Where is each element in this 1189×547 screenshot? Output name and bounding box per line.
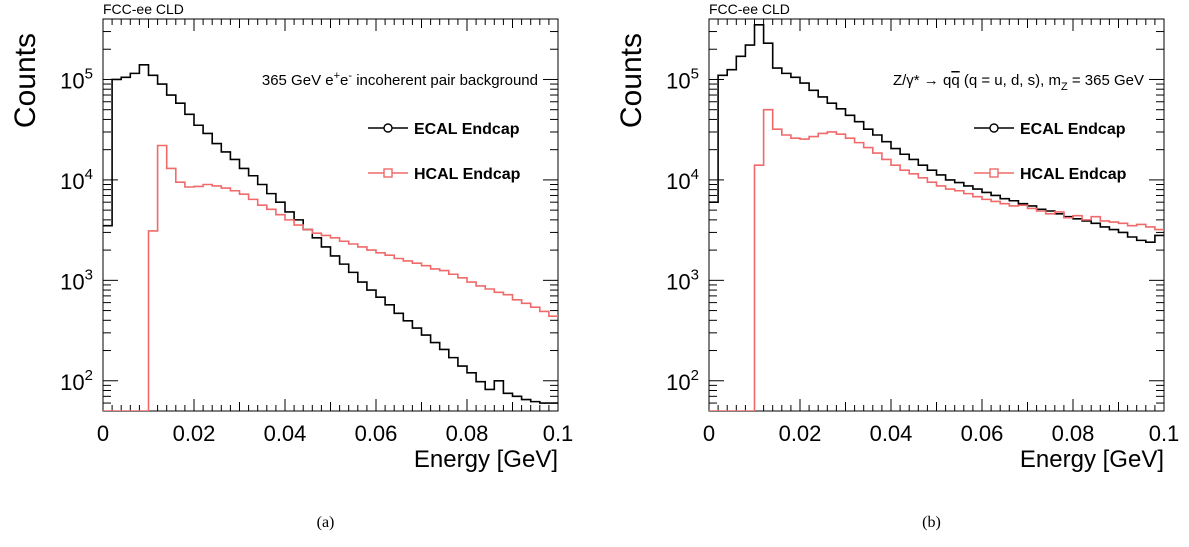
y-tick-exponent: 3 [691, 266, 699, 283]
y-tick-label: 105 [666, 65, 699, 93]
header-label: FCC-ee CLD [709, 1, 790, 17]
title-part: 365 GeV e [262, 72, 334, 89]
legend-marker-square [383, 168, 393, 178]
y-tick-label: 103 [60, 266, 93, 294]
legend: ECAL Endcap HCAL Endcap [368, 121, 521, 183]
y-tick-exponent: 2 [691, 367, 699, 384]
y-tick-exponent: 2 [85, 367, 93, 384]
legend-label: HCAL Endcap [1020, 166, 1127, 183]
legend-label: ECAL Endcap [1020, 121, 1126, 138]
series-hcal-line [709, 108, 1164, 411]
title-superscript: + [334, 70, 340, 82]
y-tick-exponent: 4 [85, 166, 93, 183]
legend: ECAL Endcap HCAL Endcap [974, 121, 1127, 183]
title-superscript: - [348, 70, 352, 82]
series-ecal-line [103, 63, 558, 404]
x-axis-label: Energy [GeV] [1020, 446, 1164, 473]
y-tick-label: 104 [666, 166, 699, 194]
title-part: incoherent pair background [352, 72, 538, 89]
x-tick-label: 0.04 [264, 421, 307, 446]
legend-marker-circle [989, 123, 999, 133]
x-tick-label: 0.06 [355, 421, 398, 446]
y-tick-base: 10 [666, 269, 690, 294]
figure-caption: (b) [922, 514, 941, 531]
header-label: FCC-ee CLD [103, 1, 184, 17]
x-tick-label: 0 [703, 421, 715, 446]
y-tick-base: 10 [666, 169, 690, 194]
plot-title: 365 GeV e+e- incoherent pair background [262, 70, 538, 89]
x-tick-label: 0.1 [543, 421, 574, 446]
y-tick-base: 10 [60, 68, 84, 93]
title-part: e [340, 72, 348, 89]
series-ecal-line [709, 24, 1164, 243]
y-tick-label: 103 [666, 266, 699, 294]
y-axis-label: Counts [9, 33, 42, 128]
x-axis-label: Energy [GeV] [414, 446, 558, 473]
legend-label: HCAL Endcap [414, 166, 521, 183]
legend-marker-circle [383, 123, 393, 133]
x-tick-label: 0.06 [961, 421, 1004, 446]
title-part: = 365 GeV [1068, 72, 1144, 89]
y-tick-exponent: 3 [85, 266, 93, 283]
x-tick-label: 0.08 [446, 421, 489, 446]
title-part: (q = u, d, s), m [960, 72, 1061, 89]
y-tick-base: 10 [666, 370, 690, 395]
y-tick-exponent: 5 [85, 65, 93, 82]
y-tick-base: 10 [60, 169, 84, 194]
y-tick-label: 102 [666, 367, 699, 395]
y-tick-exponent: 4 [691, 166, 699, 183]
x-tick-label: 0.08 [1052, 421, 1095, 446]
title-qbar: q [951, 72, 959, 89]
figure-caption: (a) [317, 514, 335, 531]
x-tick-label: 0 [97, 421, 109, 446]
y-tick-label: 104 [60, 166, 93, 194]
x-tick-label: 0.04 [870, 421, 913, 446]
y-axis-label: Counts [615, 33, 648, 128]
y-tick-label: 102 [60, 367, 93, 395]
title-subscript: Z [1061, 81, 1068, 93]
x-tick-label: 0.02 [173, 421, 216, 446]
series-hcal-line [103, 144, 558, 411]
y-tick-label: 105 [60, 65, 93, 93]
x-tick-label: 0.1 [1149, 421, 1180, 446]
legend-label: ECAL Endcap [414, 121, 520, 138]
plot-title: Z/γ* → qq (q = u, d, s), mZ = 365 GeV [893, 72, 1144, 93]
y-tick-base: 10 [60, 370, 84, 395]
y-tick-base: 10 [60, 269, 84, 294]
x-tick-label: 0.02 [779, 421, 822, 446]
y-tick-base: 10 [666, 68, 690, 93]
title-part: Z/γ* → q [893, 72, 951, 89]
legend-marker-square [989, 168, 999, 178]
y-tick-exponent: 5 [691, 65, 699, 82]
